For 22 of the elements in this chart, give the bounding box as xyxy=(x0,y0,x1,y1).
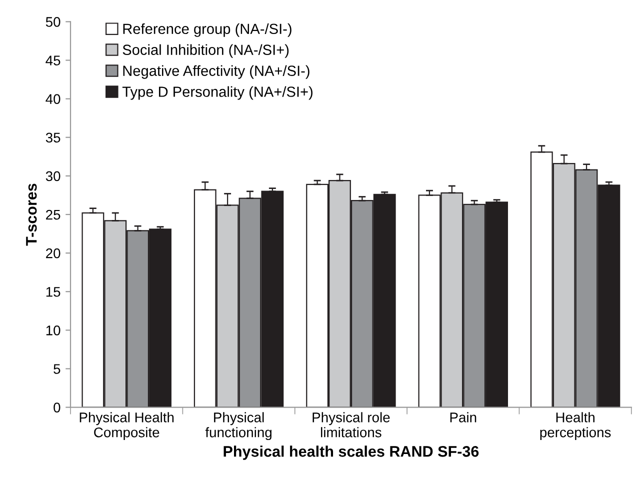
legend-label: Negative Affectivity (NA+/SI-) xyxy=(123,65,310,79)
y-tick-label: 5 xyxy=(54,364,60,374)
legend-label: Type D Personality (NA+/SI+) xyxy=(122,86,312,100)
y-tick-label: 10 xyxy=(46,326,60,336)
y-tick-label: 35 xyxy=(46,132,60,143)
x-axis-title: Physical health scales RAND SF-36 xyxy=(224,446,479,460)
legend-label: Reference group (NA-/SI-) xyxy=(123,23,292,37)
x-tick-label: Physical role limitations xyxy=(312,412,390,438)
legend-label: Social Inhibition (NA-/SI+) xyxy=(122,44,289,58)
y-tick-label: 0 xyxy=(54,402,60,412)
y-tick-label: 25 xyxy=(46,210,60,220)
y-axis-title: T-scores xyxy=(26,184,37,246)
x-tick-label: Physical Health Composite xyxy=(80,412,174,440)
y-tick-label: 15 xyxy=(46,287,60,297)
x-tick-label: Health perceptions xyxy=(540,412,611,440)
y-tick-label: 50 xyxy=(46,17,60,27)
y-tick-label: 20 xyxy=(46,248,60,258)
y-tick-label: 40 xyxy=(46,94,60,104)
y-tick-label: 45 xyxy=(46,56,60,66)
x-tick-label: Physical functioning xyxy=(205,412,272,440)
x-tick-label: Pain xyxy=(450,412,476,422)
y-tick-label: 30 xyxy=(46,171,60,182)
